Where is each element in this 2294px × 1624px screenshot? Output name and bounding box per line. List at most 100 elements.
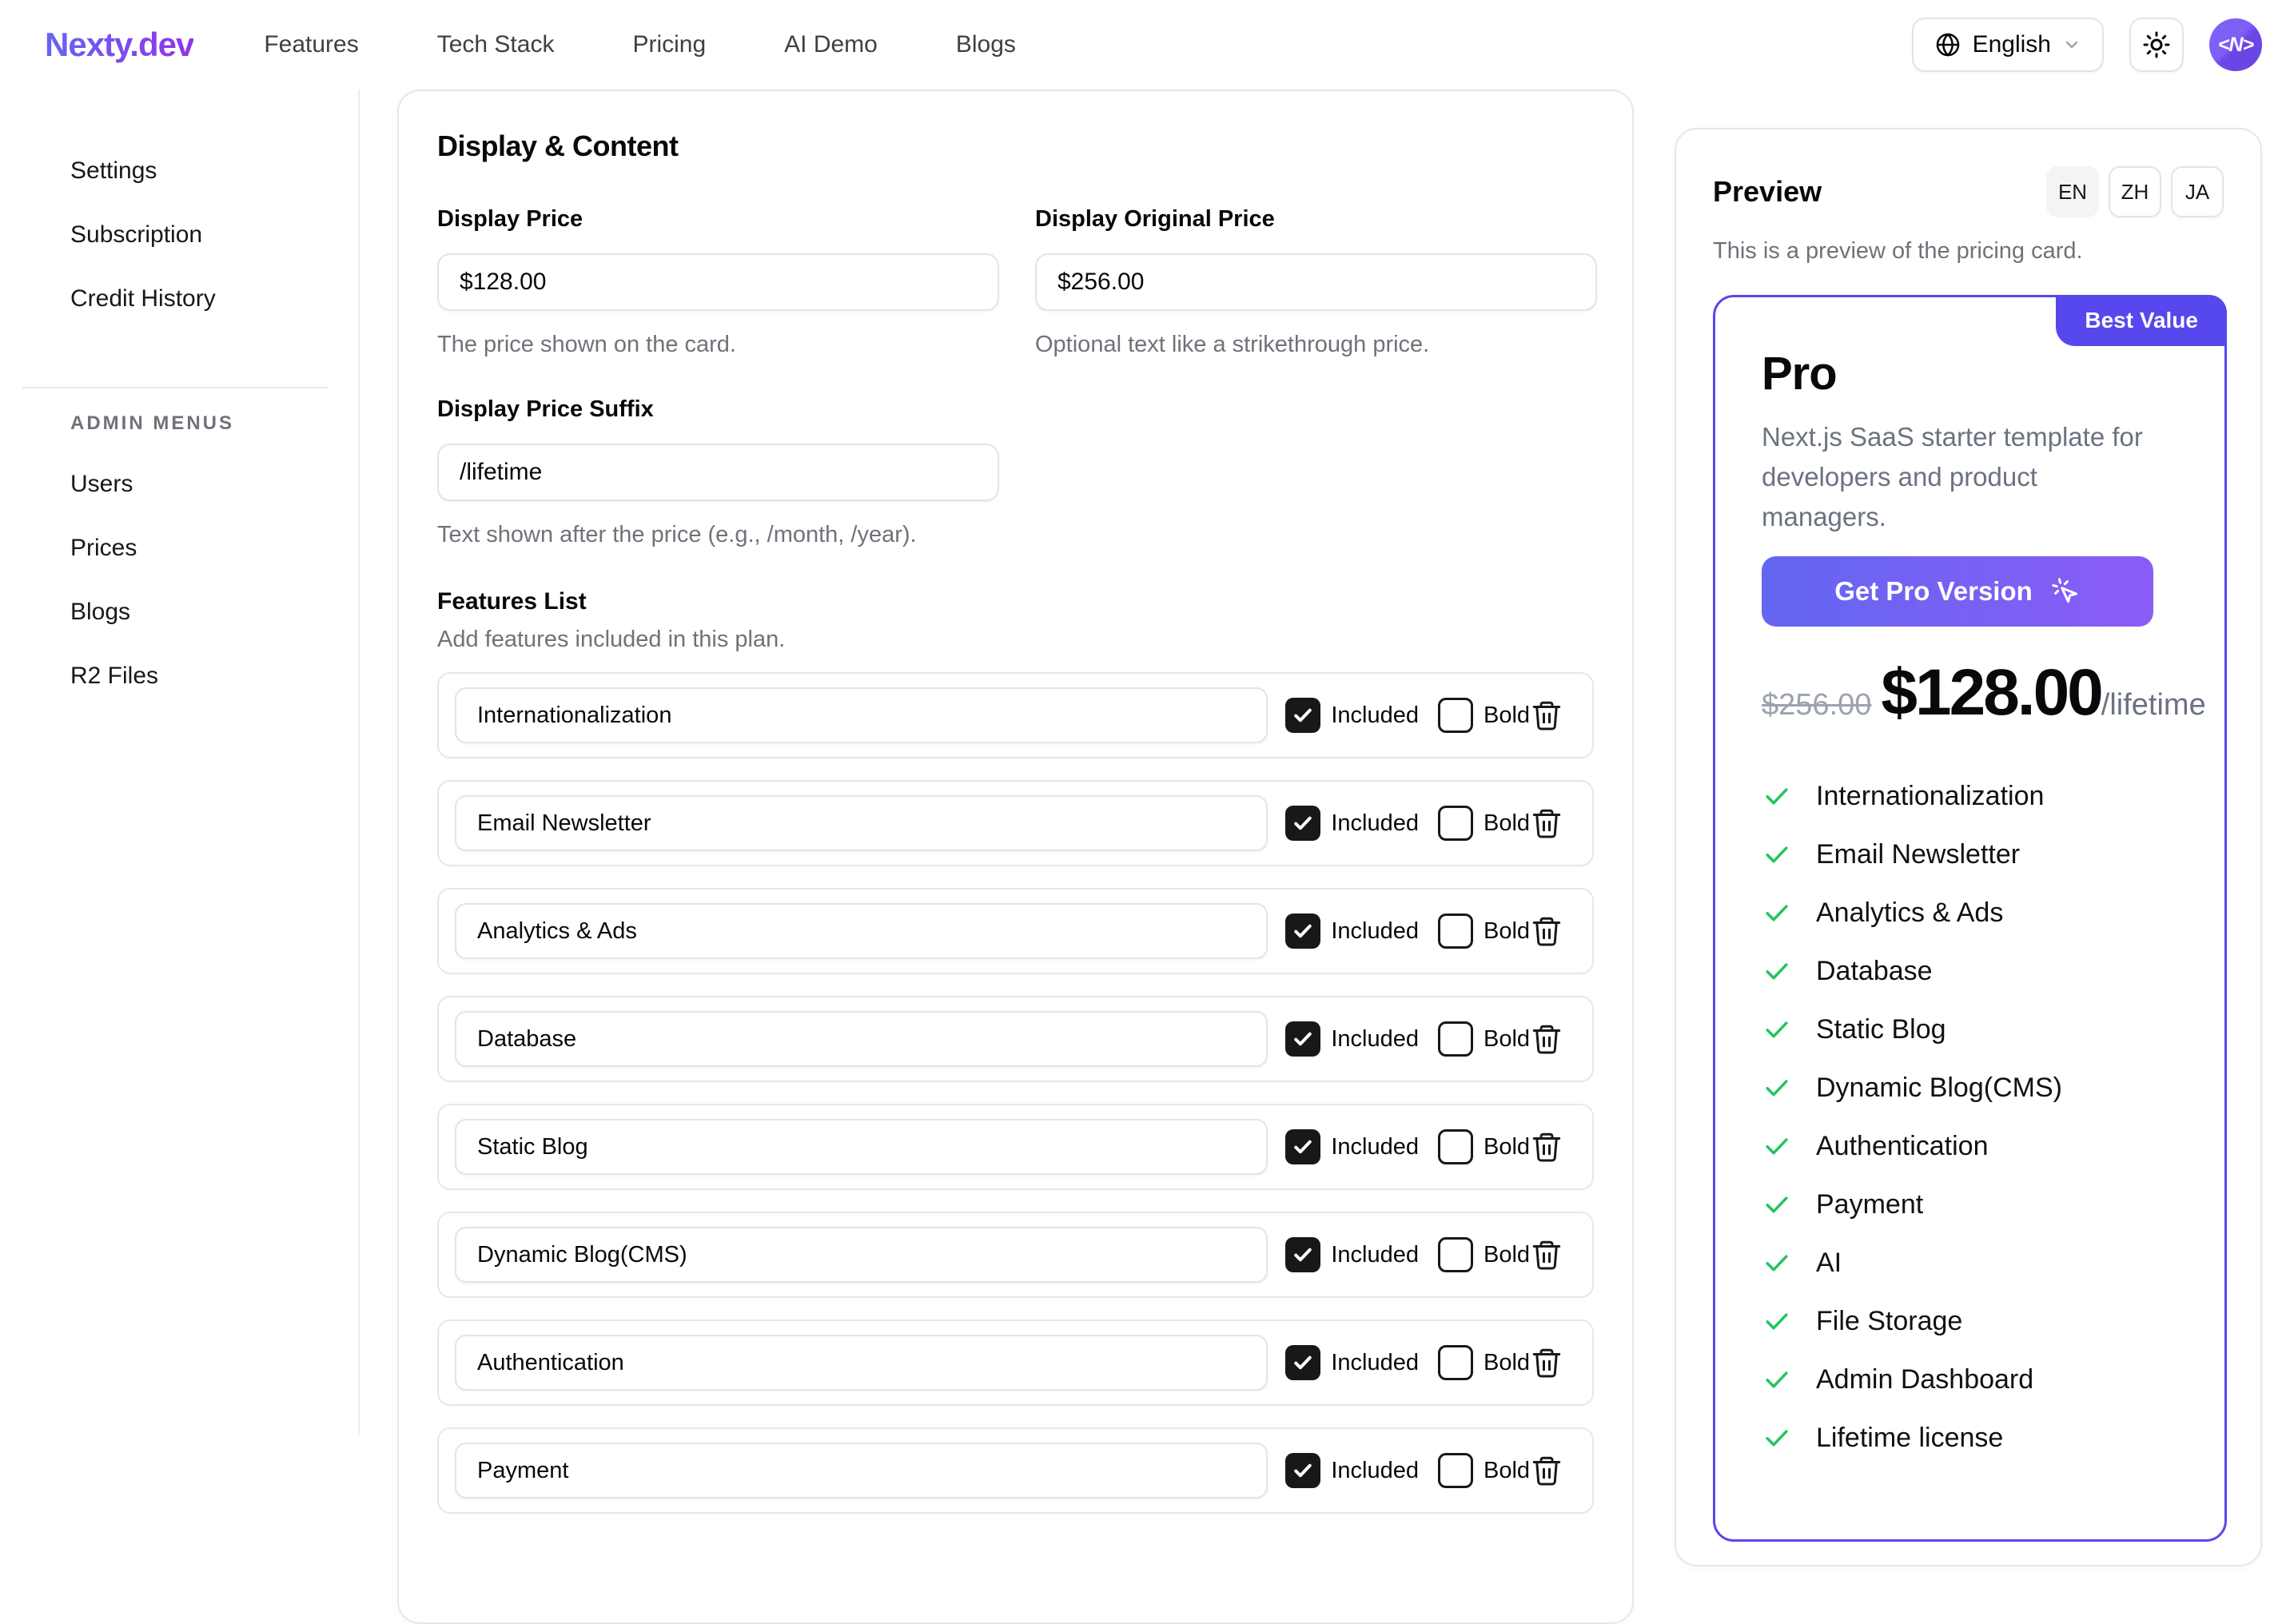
bold-checkbox[interactable] xyxy=(1437,1021,1473,1057)
included-label: Included xyxy=(1331,1133,1419,1160)
included-checkbox[interactable] xyxy=(1285,1021,1321,1057)
delete-feature-button[interactable] xyxy=(1530,1236,1565,1274)
locale-button-ja[interactable]: JA xyxy=(2171,166,2224,217)
get-pro-version-button[interactable]: Get Pro Version xyxy=(1762,556,2153,627)
price-line: $256.00 $128.00 /lifetime xyxy=(1762,655,2206,730)
pricing-feature-label: Lifetime license xyxy=(1816,1423,2004,1453)
feature-name-input[interactable] xyxy=(455,1119,1268,1175)
check-icon xyxy=(1762,781,1792,811)
display-price-suffix-input[interactable] xyxy=(437,444,999,501)
header-actions: English <N> xyxy=(1911,18,2262,72)
delete-feature-button[interactable] xyxy=(1530,912,1565,950)
plan-description: Next.js SaaS starter template for develo… xyxy=(1762,422,2143,531)
feature-row: Included Bold xyxy=(437,1104,1594,1190)
sidebar-item-prices[interactable]: Prices xyxy=(70,535,137,561)
chevron-down-icon xyxy=(2062,35,2081,54)
display-price-input[interactable] xyxy=(437,253,999,311)
delete-feature-button[interactable] xyxy=(1530,1343,1565,1382)
feature-row: Included Bold xyxy=(437,1427,1594,1514)
feature-name-input[interactable] xyxy=(455,1227,1268,1283)
sidebar-item-blogs[interactable]: Blogs xyxy=(70,599,131,625)
language-selector[interactable]: English xyxy=(1911,18,2104,72)
included-checkbox[interactable] xyxy=(1285,806,1321,841)
sidebar-item-users[interactable]: Users xyxy=(70,471,133,497)
bold-checkbox[interactable] xyxy=(1437,914,1473,949)
top-nav: Features Tech Stack Pricing AI Demo Blog… xyxy=(264,31,1016,58)
check-icon xyxy=(1291,811,1315,835)
included-label: Included xyxy=(1331,1457,1419,1483)
check-icon xyxy=(1762,1073,1792,1103)
included-checkbox[interactable] xyxy=(1285,698,1321,733)
bold-label: Bold xyxy=(1483,810,1531,836)
pricing-feature-label: Static Blog xyxy=(1816,1014,1946,1045)
nav-item-tech-stack[interactable]: Tech Stack xyxy=(436,31,555,58)
user-avatar[interactable]: <N> xyxy=(2209,18,2262,71)
bold-checkbox[interactable] xyxy=(1437,1129,1473,1164)
locale-button-zh[interactable]: ZH xyxy=(2109,166,2161,217)
pricing-feature-item: Admin Dashboard xyxy=(1762,1363,2178,1395)
nav-item-features[interactable]: Features xyxy=(264,31,359,58)
trash-icon xyxy=(1530,1236,1565,1273)
bold-checkbox[interactable] xyxy=(1437,806,1473,841)
nav-item-pricing[interactable]: Pricing xyxy=(632,31,707,58)
included-checkbox[interactable] xyxy=(1285,1453,1321,1488)
check-icon xyxy=(1762,898,1792,928)
check-icon xyxy=(1762,1014,1792,1045)
display-price-suffix-help: Text shown after the price (e.g., /month… xyxy=(437,522,917,547)
bold-checkbox[interactable] xyxy=(1437,1453,1473,1488)
delete-feature-button[interactable] xyxy=(1530,1128,1565,1166)
globe-icon xyxy=(1934,31,1961,58)
section-title: Display & Content xyxy=(437,129,679,162)
check-icon xyxy=(1291,1243,1315,1267)
pricing-feature-label: Dynamic Blog(CMS) xyxy=(1816,1073,2062,1103)
delete-feature-button[interactable] xyxy=(1530,1020,1565,1058)
bold-checkbox[interactable] xyxy=(1437,1237,1473,1272)
bold-checkbox[interactable] xyxy=(1437,1345,1473,1380)
included-checkbox[interactable] xyxy=(1285,914,1321,949)
pricing-feature-item: Lifetime license xyxy=(1762,1422,2178,1454)
included-checkbox[interactable] xyxy=(1285,1237,1321,1272)
feature-row: Included Bold xyxy=(437,888,1594,974)
feature-name-input[interactable] xyxy=(455,903,1268,959)
bold-label: Bold xyxy=(1483,1349,1531,1375)
feature-name-input[interactable] xyxy=(455,687,1268,743)
delete-feature-button[interactable] xyxy=(1530,696,1565,734)
feature-row: Included Bold xyxy=(437,996,1594,1082)
display-original-price-input[interactable] xyxy=(1035,253,1597,311)
nav-item-blogs[interactable]: Blogs xyxy=(955,31,1016,58)
pricing-feature-label: Internationalization xyxy=(1816,781,2045,811)
feature-row: Included Bold xyxy=(437,1320,1594,1406)
delete-feature-button[interactable] xyxy=(1530,1451,1565,1490)
price-fields-grid: Display Price The price shown on the car… xyxy=(437,206,1597,358)
brand-logo[interactable]: Nexty.dev xyxy=(45,26,194,63)
sidebar-item-credit-history[interactable]: Credit History xyxy=(70,285,216,312)
check-icon xyxy=(1291,1459,1315,1483)
nav-item-ai-demo[interactable]: AI Demo xyxy=(784,31,878,58)
bold-label: Bold xyxy=(1483,1241,1531,1268)
sidebar-item-settings[interactable]: Settings xyxy=(70,157,157,184)
bold-label: Bold xyxy=(1483,917,1531,944)
pricing-feature-label: Admin Dashboard xyxy=(1816,1364,2034,1395)
feature-name-input[interactable] xyxy=(455,795,1268,851)
check-icon xyxy=(1762,1189,1792,1220)
pricing-feature-item: Static Blog xyxy=(1762,1013,2178,1045)
included-checkbox[interactable] xyxy=(1285,1129,1321,1164)
trash-icon xyxy=(1530,697,1565,734)
pricing-card-preview: Best Value Pro Next.js SaaS starter temp… xyxy=(1713,295,2227,1542)
feature-name-input[interactable] xyxy=(455,1011,1268,1067)
features-list-subtitle: Add features included in this plan. xyxy=(437,627,786,652)
preview-panel: Preview EN ZH JA This is a preview of th… xyxy=(1675,128,2262,1566)
locale-button-en[interactable]: EN xyxy=(2046,166,2099,217)
bold-checkbox[interactable] xyxy=(1437,698,1473,733)
trash-icon xyxy=(1530,805,1565,842)
feature-name-input[interactable] xyxy=(455,1443,1268,1499)
sidebar-item-subscription[interactable]: Subscription xyxy=(70,221,203,248)
sidebar-item-r2-files[interactable]: R2 Files xyxy=(70,663,159,689)
pricing-feature-item: Analytics & Ads xyxy=(1762,897,2178,929)
delete-feature-button[interactable] xyxy=(1530,804,1565,842)
sidebar-section-label: ADMIN MENUS xyxy=(70,412,234,434)
included-checkbox[interactable] xyxy=(1285,1345,1321,1380)
feature-name-input[interactable] xyxy=(455,1335,1268,1391)
check-icon xyxy=(1762,956,1792,986)
theme-toggle-button[interactable] xyxy=(2129,18,2184,72)
